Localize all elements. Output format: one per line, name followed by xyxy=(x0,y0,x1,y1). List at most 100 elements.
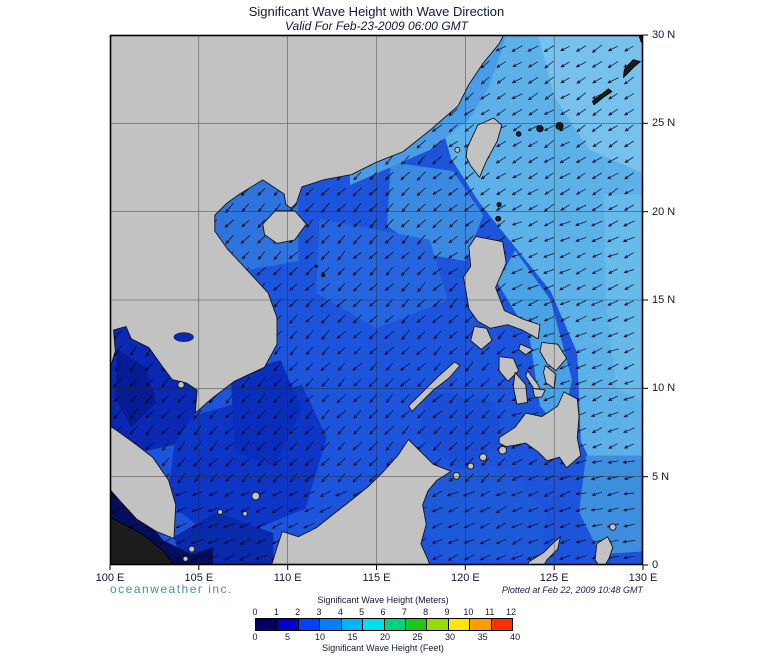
small-island xyxy=(321,273,326,278)
colorbar-segment xyxy=(404,619,427,630)
island-amami xyxy=(623,59,641,78)
sea-off-vietnam-dark xyxy=(230,360,302,467)
map-plot-area xyxy=(109,34,648,570)
small-island xyxy=(479,453,488,462)
x-tick-label: 110 E xyxy=(273,572,302,584)
small-island xyxy=(454,146,461,153)
colorbar-segment xyxy=(256,619,277,630)
island-hainan xyxy=(262,210,307,244)
small-island xyxy=(609,523,617,531)
y-tick-label: 10 N xyxy=(652,382,676,395)
small-island xyxy=(555,122,564,130)
x-tick-label: 100 E xyxy=(95,572,125,584)
colorbar-segment xyxy=(447,619,470,630)
sea-sulu-sea xyxy=(419,390,505,470)
small-island xyxy=(188,545,196,553)
colorbar-segment xyxy=(490,619,513,630)
feet-tick-label: 25 xyxy=(412,632,423,642)
x-tick-label: 125 E xyxy=(539,572,569,584)
map-subtitle: Valid For Feb-23-2009 06:00 GMT xyxy=(285,19,468,33)
small-island xyxy=(452,471,461,480)
colorbar-segment xyxy=(276,619,298,630)
island-palawan xyxy=(408,361,461,412)
small-island xyxy=(242,511,248,517)
meters-tick-label: 4 xyxy=(337,607,343,617)
legend-feet-scale: 0 5 10 15 20 25 30 35 40 xyxy=(252,632,520,642)
x-tick-label: 120 E xyxy=(450,572,480,584)
landmass-asia-mainland xyxy=(110,35,505,539)
meters-tick-label: 1 xyxy=(273,607,279,617)
y-tick-label: 30 N xyxy=(652,29,676,41)
feet-tick-label: 10 xyxy=(315,632,326,642)
colorbar-segment xyxy=(297,619,320,630)
y-tick-label: 15 N xyxy=(652,294,676,306)
small-island xyxy=(536,125,544,133)
legend-feet-label: Significant Wave Height (Feet) xyxy=(322,643,444,653)
island-borneo xyxy=(271,439,452,565)
meters-tick-label: 6 xyxy=(380,607,386,617)
meters-tick-label: 9 xyxy=(444,607,450,617)
island-halmahera xyxy=(594,536,614,565)
dark-land-group xyxy=(110,35,643,565)
feet-tick-label: 15 xyxy=(347,632,358,642)
sea-celebes-sea xyxy=(419,466,548,560)
axis-ticks xyxy=(109,34,648,570)
x-tick-label: 115 E xyxy=(362,572,391,584)
island-sulawesi-north xyxy=(526,536,561,565)
y-tick-label: 5 N xyxy=(652,470,670,483)
meters-tick-label: 0 xyxy=(252,607,258,617)
colorbar-segment xyxy=(469,619,491,630)
small-island xyxy=(217,509,224,515)
map-content xyxy=(110,35,643,565)
island-okinawa xyxy=(591,88,613,106)
colorbar-segment xyxy=(319,619,341,630)
small-island xyxy=(182,555,189,562)
island-samar xyxy=(539,341,568,372)
meters-tick-label: 2 xyxy=(295,607,301,617)
meters-tick-label: 7 xyxy=(401,607,407,617)
small-island xyxy=(496,202,502,208)
island-taiwan xyxy=(465,117,503,178)
island-mindanao xyxy=(498,391,582,469)
sea-north-scs-band xyxy=(316,218,448,329)
longitude-axis: 100 E 105 E 110 E 115 E 120 E 125 E 130 E xyxy=(96,572,658,585)
meters-tick-label: 12 xyxy=(505,607,517,617)
small-island xyxy=(314,264,318,269)
lake-tonle-sap xyxy=(173,332,194,342)
latitude-axis: 0 5 N 10 N 15 N 20 N 25 N 30 N xyxy=(652,29,712,571)
map-frame xyxy=(109,34,644,566)
plotted-timestamp: Plotted at Feb 22, 2009 10:48 GMT xyxy=(501,585,643,595)
meters-tick-label: 3 xyxy=(316,607,322,617)
feet-tick-label: 5 xyxy=(284,632,291,642)
sea-northeast-corner-band xyxy=(538,35,643,174)
island-panay xyxy=(498,356,520,382)
y-tick-label: 20 N xyxy=(652,205,676,218)
island-mindoro xyxy=(470,326,493,350)
feet-tick-label: 20 xyxy=(380,632,391,642)
y-tick-label: 25 N xyxy=(652,117,676,130)
small-island xyxy=(495,215,502,222)
island-masbate xyxy=(518,343,534,356)
small-island xyxy=(251,491,261,501)
small-island xyxy=(498,445,507,455)
island-sumatra xyxy=(110,516,175,565)
small-island xyxy=(177,381,185,389)
feet-tick-label: 0 xyxy=(252,632,258,642)
land-layer xyxy=(110,35,643,565)
oceanweather-credit: oceanweather inc. xyxy=(110,582,233,596)
y-tick-label: 0 xyxy=(652,559,659,571)
meters-tick-label: 11 xyxy=(484,607,495,617)
x-tick-label: 130 E xyxy=(628,572,658,584)
small-island xyxy=(467,462,475,470)
colorbar-segment xyxy=(340,619,363,630)
island-luzon xyxy=(463,235,541,340)
feet-tick-label: 40 xyxy=(510,632,521,642)
legend-meters-label: Significant Wave Height (Meters) xyxy=(317,595,449,605)
wave-height-map xyxy=(109,34,648,570)
latlon-grid xyxy=(110,35,643,565)
map-title: Significant Wave Height with Wave Direct… xyxy=(248,4,505,19)
colorbar-segment xyxy=(383,619,405,630)
meters-tick-label: 5 xyxy=(359,607,365,617)
